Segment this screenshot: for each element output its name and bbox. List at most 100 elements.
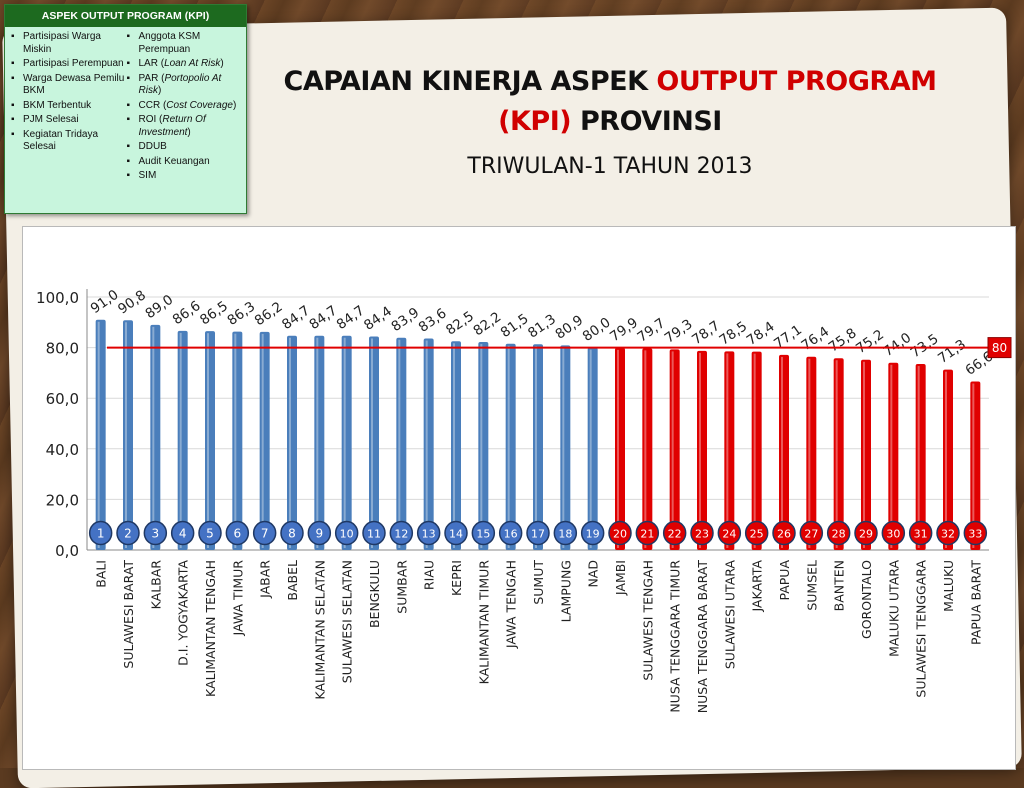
bar [150, 324, 161, 550]
page-title: CAPAIAN KINERJA ASPEK OUTPUT PROGRAM (KP… [250, 62, 970, 142]
chart-panel: 0,0 20,0 40,0 60,0 80,0 100,0 91,0 1 BALI 90,8 2 SU… [22, 226, 1016, 770]
kpi-right-item: SIM [127, 170, 243, 183]
bar-highlight [371, 338, 373, 548]
bar-highlight [726, 353, 729, 548]
rank-label: 6 [234, 527, 242, 541]
kpi-box-header: ASPEK OUTPUT PROGRAM (KPI) [5, 5, 246, 27]
value-label: 78,5 [716, 318, 750, 348]
category-label: BALI [94, 560, 109, 588]
kpi-right-item: ROI (Return Of Investment) [127, 114, 243, 139]
category-label: SUMSEL [804, 560, 819, 611]
bar [642, 348, 653, 550]
bar-highlight [972, 383, 975, 548]
kpi-left-column: Partisipasi Warga Miskin Partisipasi Pere… [11, 31, 127, 185]
bar-highlight [289, 337, 291, 548]
bar [232, 331, 243, 550]
rank-badge [908, 520, 933, 546]
bar-highlight [480, 344, 483, 548]
bar-highlight [835, 360, 838, 548]
rank-badge [826, 520, 851, 546]
bar [861, 359, 871, 550]
category-label: LAMPUNG [558, 560, 573, 622]
title-part-1: CAPAIAN KINERJA ASPEK [283, 66, 657, 97]
rank-label: 27 [804, 528, 818, 541]
bar-highlight [425, 340, 428, 548]
bar-highlight [562, 347, 565, 548]
bar-highlight [945, 371, 947, 548]
bar-highlight [97, 321, 100, 548]
rank-badge [362, 520, 386, 546]
kpi-right-item: Audit Keuangan [127, 156, 243, 169]
category-label: SULAWESI BARAT [121, 560, 136, 669]
rank-badge [772, 520, 796, 546]
rank-badge [936, 520, 960, 546]
rank-badge [662, 520, 687, 546]
y-tick-label: 0,0 [55, 542, 79, 560]
bar-highlight [589, 349, 592, 548]
y-tick-label: 40,0 [46, 441, 79, 459]
bar-chart: 0,0 20,0 40,0 60,0 80,0 100,0 91,0 1 BALI 90,8 2 SU… [36, 287, 1012, 713]
bar-highlight [890, 364, 893, 548]
bar [478, 342, 489, 550]
rank-label: 12 [394, 528, 408, 541]
rank-label: 29 [859, 528, 873, 541]
y-tick-label: 80,0 [46, 340, 79, 358]
kpi-legend-box: ASPEK OUTPUT PROGRAM (KPI) Partisipasi W… [4, 4, 247, 214]
value-label: 90,8 [115, 287, 149, 317]
category-label: SUMBAR [394, 560, 409, 614]
category-label: KEPRI [449, 560, 464, 596]
bar [423, 338, 434, 550]
bar [915, 364, 926, 550]
category-label: MALUKU [941, 560, 956, 612]
bar-highlight [343, 337, 346, 548]
rank-badge [334, 520, 359, 546]
rank-badge [635, 520, 660, 546]
category-label: KALIMANTAN SELATAN [312, 560, 327, 700]
category-label: SULAWESI SELATAN [340, 560, 355, 683]
category-label: SULAWESI UTARA [722, 560, 737, 670]
bar-highlight [453, 343, 455, 548]
value-label: 79,9 [607, 315, 641, 345]
category-label: GORONTALO [859, 560, 874, 639]
rank-badge [963, 520, 988, 546]
bar [615, 347, 625, 550]
kpi-left-item: BKM Terbentuk [11, 100, 127, 113]
value-label: 84,7 [334, 303, 368, 333]
rank-label: 5 [206, 527, 214, 541]
value-label: 79,7 [634, 315, 668, 345]
rank-badge [143, 520, 168, 546]
bar [259, 331, 270, 550]
kpi-left-item: Kegiatan Tridaya Selesai [11, 129, 127, 154]
kpi-left-item: PJM Selesai [11, 114, 127, 127]
bar [123, 320, 133, 550]
bar [95, 319, 106, 550]
bar [177, 330, 188, 550]
rank-badge [471, 520, 496, 546]
bar [943, 369, 953, 550]
rank-label: 33 [968, 528, 982, 541]
category-label: RIAU [422, 560, 437, 590]
bar-highlight [179, 332, 182, 548]
rank-badge [170, 520, 195, 546]
rank-label: 14 [449, 528, 463, 541]
value-label: 86,3 [224, 299, 258, 329]
kpi-left-item: Partisipasi Warga Miskin [11, 31, 127, 56]
bar [314, 335, 325, 550]
value-label: 76,4 [798, 324, 832, 354]
rank-label: 7 [261, 527, 269, 541]
value-label: 82,5 [443, 308, 477, 338]
kpi-right-item: DDUB [127, 141, 243, 154]
rank-label: 28 [832, 528, 846, 541]
rank-badge [608, 520, 632, 546]
category-label: PAPUA BARAT [968, 560, 983, 645]
rank-label: 10 [340, 528, 354, 541]
kpi-right-item: PAR (Portopolio At Risk) [127, 73, 243, 98]
category-label: SULAWESI TENGAH [640, 560, 655, 681]
rank-badge [88, 520, 113, 546]
rank-badge [498, 520, 523, 546]
rank-badge [198, 520, 222, 546]
bar [724, 351, 735, 550]
bar-highlight [234, 333, 237, 548]
rank-badge [416, 520, 441, 546]
rank-badge [225, 520, 250, 546]
